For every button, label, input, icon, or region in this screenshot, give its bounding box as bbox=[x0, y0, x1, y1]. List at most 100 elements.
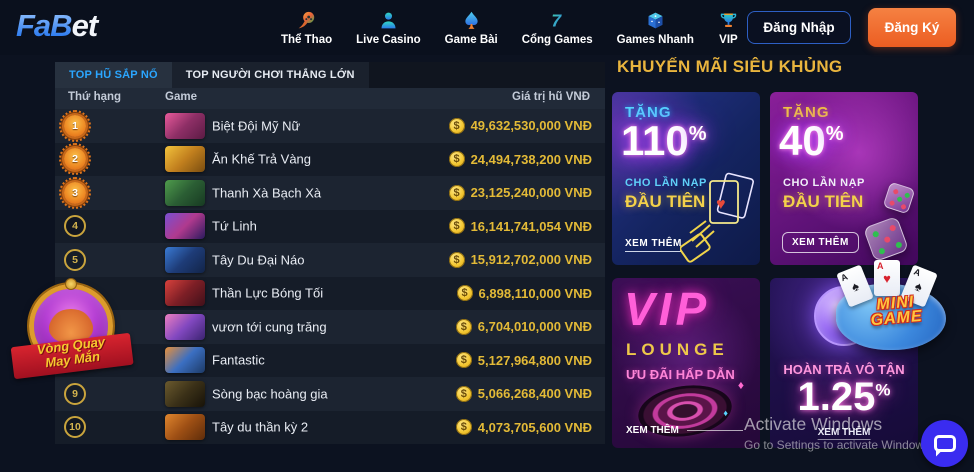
see-more-button[interactable]: XEM THÊM bbox=[782, 232, 859, 253]
see-more-link[interactable]: XEM THÊM bbox=[626, 425, 743, 436]
promo-line1: CHO LẦN NẠP bbox=[625, 177, 707, 189]
coin-icon: $ bbox=[455, 318, 472, 335]
wheel-ribbon: Vòng Quay May Mắn bbox=[10, 326, 134, 384]
table-row[interactable]: 6 Thần Lực Bóng Tối $ 6,898,110,000 VNĐ bbox=[55, 276, 605, 310]
game-thumbnail bbox=[165, 146, 205, 173]
lucky-wheel-badge[interactable]: Vòng Quay May Mắn bbox=[10, 278, 134, 393]
promo-card-40-percent[interactable]: TẶNG 40% CHO LẦN NẠP ĐẦU TIÊN XEM THÊM bbox=[770, 92, 918, 265]
coin-icon: $ bbox=[456, 285, 473, 302]
game-name: Fantastic bbox=[212, 352, 265, 368]
main-nav: Thể Thao Live Casino Game Bài bbox=[281, 5, 739, 51]
column-value: Giá trị hũ VNĐ bbox=[512, 91, 590, 103]
promo-card-vip-lounge[interactable]: VIP LOUNGE ƯU ĐÃI HẤP DẪN ♦ ♦ XEM THÊM bbox=[612, 278, 760, 448]
dice-icon bbox=[882, 181, 916, 215]
nav-label: Thể Thao bbox=[281, 34, 333, 46]
promo-line2: ĐẦU TIÊN bbox=[783, 192, 864, 211]
coin-icon: $ bbox=[448, 218, 465, 235]
jackpot-value: $ 4,073,705,600 VNĐ bbox=[455, 419, 592, 436]
table-row[interactable]: 9 Sòng bạc hoàng gia $ 5,066,268,400 VNĐ bbox=[55, 377, 605, 411]
nav-item-vip[interactable]: VIP bbox=[718, 10, 739, 46]
table-row[interactable]: 3 Thanh Xà Bạch Xà $ 23,125,240,000 VNĐ bbox=[55, 176, 605, 210]
jackpot-value: $ 16,141,741,054 VNĐ bbox=[448, 218, 592, 235]
logo-text-white: et bbox=[71, 8, 99, 43]
game-thumbnail bbox=[165, 246, 205, 273]
login-button[interactable]: Đăng Nhập bbox=[747, 11, 851, 44]
table-row[interactable]: 1 Biệt Đội Mỹ Nữ $ 49,632,530,000 VNĐ bbox=[55, 109, 605, 143]
column-game: Game bbox=[165, 91, 197, 103]
jackpot-amount: 5,066,268,400 VNĐ bbox=[477, 386, 592, 402]
mini-game-badge[interactable]: A ♠ A ♥ A ♠ MINI GAME bbox=[830, 258, 962, 356]
rank-badge: 4 bbox=[64, 215, 86, 237]
coin-icon: $ bbox=[448, 184, 465, 201]
promotions-heading: KHUYẾN MÃI SIÊU KHỦNG bbox=[617, 57, 843, 76]
cashback-title: HOÀN TRẢ VÔ TẬN bbox=[783, 362, 905, 377]
chat-icon bbox=[933, 435, 956, 452]
leaderboard-header: Thứ hạng Game Giá trị hũ VNĐ bbox=[55, 88, 605, 109]
nav-item-live-casino[interactable]: Live Casino bbox=[356, 10, 421, 46]
coin-icon: $ bbox=[455, 385, 472, 402]
jackpot-amount: 6,704,010,000 VNĐ bbox=[477, 319, 592, 335]
table-row[interactable]: 10 Tây du thần kỳ 2 $ 4,073,705,600 VNĐ bbox=[55, 410, 605, 444]
column-rank: Thứ hạng bbox=[68, 91, 122, 103]
coin-icon: $ bbox=[455, 419, 472, 436]
jackpot-amount: 23,125,240,000 VNĐ bbox=[470, 185, 592, 201]
game-thumbnail bbox=[165, 213, 205, 240]
game-name: Tây du thần kỳ 2 bbox=[212, 419, 309, 435]
nav-label: Cổng Games bbox=[521, 34, 593, 46]
jackpot-amount: 15,912,702,000 VNĐ bbox=[470, 252, 592, 268]
game-thumbnail bbox=[165, 347, 205, 374]
nav-item-cong-games[interactable]: 7 Cổng Games bbox=[522, 10, 593, 46]
svg-text:♥: ♥ bbox=[716, 196, 726, 213]
live-chat-button[interactable] bbox=[921, 420, 968, 467]
table-row[interactable]: 2 Ăn Khế Trả Vàng $ 24,494,738,200 VNĐ bbox=[55, 142, 605, 176]
game-name: Sòng bạc hoàng gia bbox=[212, 386, 328, 402]
table-row[interactable]: 5 Tây Du Đại Náo $ 15,912,702,000 VNĐ bbox=[55, 243, 605, 277]
nav-item-the-thao[interactable]: Thể Thao bbox=[281, 10, 332, 46]
game-name: Thần Lực Bóng Tối bbox=[212, 285, 324, 301]
promo-amount: 110% bbox=[621, 117, 707, 164]
diamond-icon: ♦ bbox=[723, 408, 728, 418]
promo-card-110-percent[interactable]: TẶNG 110% CHO LẦN NẠP ĐẦU TIÊN XEM THÊM … bbox=[612, 92, 760, 265]
nav-item-games-nhanh[interactable]: Games Nhanh bbox=[617, 10, 694, 46]
rank-badge: 9 bbox=[64, 382, 86, 405]
jackpot-value: $ 24,494,738,200 VNĐ bbox=[448, 151, 592, 168]
game-thumbnail bbox=[165, 280, 205, 307]
wheel-badge-label: Vòng Quay May Mắn bbox=[35, 333, 106, 371]
rank-badge: 2 bbox=[59, 143, 91, 175]
coin-icon: $ bbox=[448, 117, 465, 134]
table-row[interactable]: 8 Fantastic $ 5,127,964,800 VNĐ bbox=[55, 343, 605, 377]
rank-badge: 3 bbox=[59, 176, 91, 209]
jackpot-amount: 4,073,705,600 VNĐ bbox=[477, 419, 592, 435]
table-row[interactable]: 4 Tứ Linh $ 16,141,741,054 VNĐ bbox=[55, 209, 605, 243]
game-name: Biệt Đội Mỹ Nữ bbox=[212, 118, 301, 134]
see-more-link[interactable]: XEM THÊM bbox=[817, 427, 871, 440]
jackpot-amount: 49,632,530,000 VNĐ bbox=[470, 118, 592, 134]
promo-line1: CHO LẦN NẠP bbox=[783, 177, 865, 189]
game-thumbnail bbox=[165, 112, 205, 139]
live-casino-icon bbox=[381, 12, 396, 29]
vip-title: VIP bbox=[624, 283, 711, 335]
promo-tag: TẶNG bbox=[783, 104, 830, 121]
game-name: vươn tới cung trăng bbox=[212, 319, 327, 335]
jackpot-value: $ 23,125,240,000 VNĐ bbox=[448, 184, 592, 201]
jackpot-value: $ 6,898,110,000 VNĐ bbox=[456, 285, 592, 302]
game-thumbnail bbox=[165, 313, 205, 340]
jackpot-amount: 5,127,964,800 VNĐ bbox=[477, 352, 592, 368]
promo-tag: TẶNG bbox=[625, 104, 672, 121]
game-name: Ăn Khế Trả Vàng bbox=[212, 151, 312, 167]
nav-item-game-bai[interactable]: Game Bài bbox=[445, 10, 498, 46]
trophy-icon bbox=[720, 13, 737, 27]
playing-card-icon: A ♥ bbox=[874, 260, 900, 296]
register-button[interactable]: Đăng Ký bbox=[868, 8, 956, 47]
tab-top-hu-sap-no[interactable]: TOP HŨ SẮP NỔ bbox=[55, 62, 172, 88]
jackpot-value: $ 5,066,268,400 VNĐ bbox=[455, 385, 592, 402]
leaderboard-tabs: TOP HŨ SẮP NỔ TOP NGƯỜI CHƠI THẮNG LỚN bbox=[55, 62, 605, 88]
tab-top-nguoi-choi-thang-lon[interactable]: TOP NGƯỜI CHƠI THẮNG LỚN bbox=[171, 62, 369, 88]
dice-icon bbox=[648, 12, 663, 29]
see-more-link[interactable]: XEM THÊM bbox=[625, 238, 682, 252]
site-logo[interactable]: FaBet bbox=[16, 8, 99, 44]
promo-amount: 40% bbox=[779, 117, 844, 164]
table-row[interactable]: 7 vươn tới cung trăng $ 6,704,010,000 VN… bbox=[55, 310, 605, 344]
jackpot-amount: 16,141,741,054 VNĐ bbox=[470, 218, 592, 234]
